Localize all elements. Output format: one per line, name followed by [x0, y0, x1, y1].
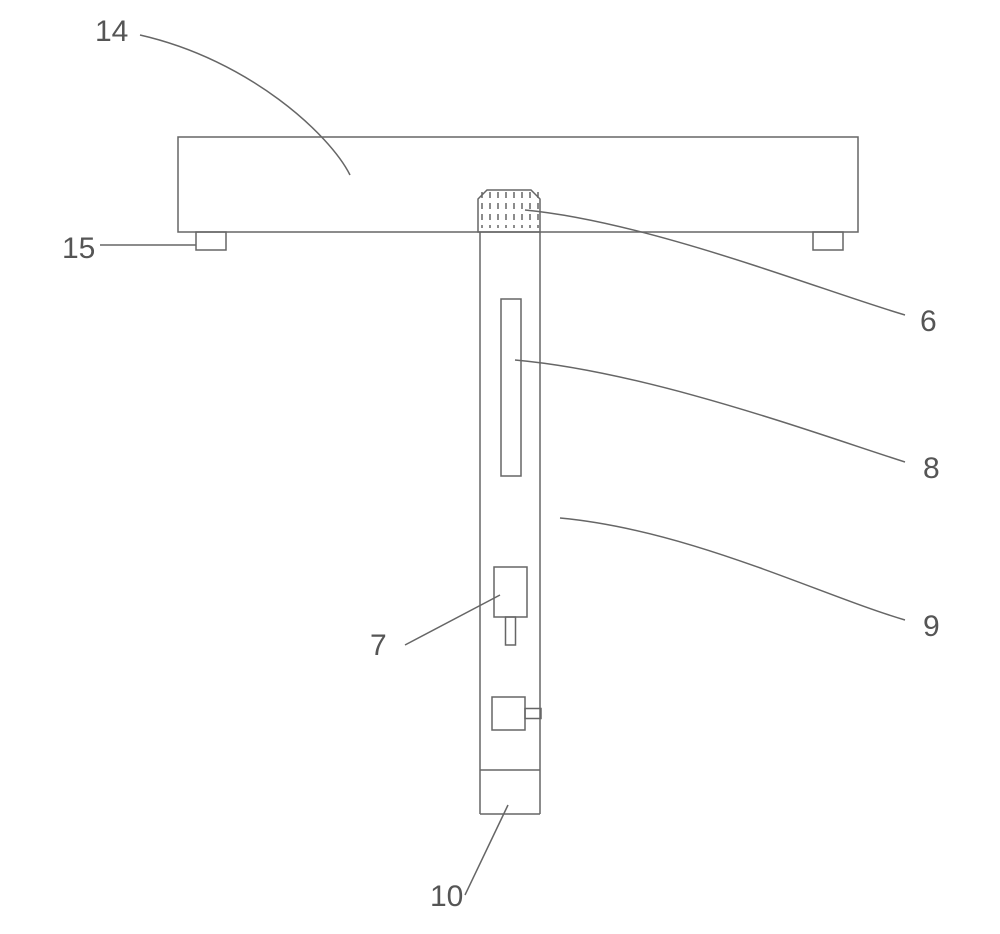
label-7: 7 [370, 629, 387, 663]
diagram-svg [0, 0, 1000, 934]
label-9: 9 [923, 610, 940, 644]
diagram-canvas: 14 15 6 8 9 7 10 [0, 0, 1000, 934]
label-6: 6 [920, 305, 937, 339]
label-15: 15 [62, 232, 95, 266]
label-14: 14 [95, 15, 128, 49]
label-10: 10 [430, 880, 463, 914]
label-8: 8 [923, 452, 940, 486]
